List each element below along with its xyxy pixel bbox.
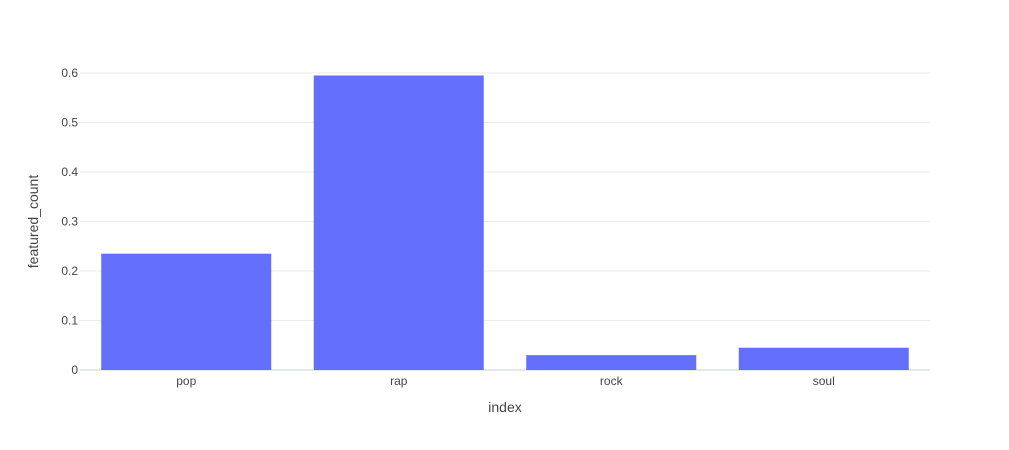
- y-tick-label: 0.3: [61, 215, 78, 229]
- y-tick-label: 0.5: [61, 116, 78, 130]
- y-tick-label: 0.1: [61, 314, 78, 328]
- x-axis-title: index: [488, 399, 521, 415]
- x-tick-label: pop: [176, 374, 196, 388]
- y-tick-label: 0: [71, 363, 78, 377]
- y-tick-labels: 0 0.1 0.2 0.3 0.4 0.5 0.6: [61, 66, 78, 377]
- x-tick-label: soul: [813, 374, 835, 388]
- bar-pop[interactable]: [101, 253, 272, 370]
- bar-rap[interactable]: [313, 75, 484, 370]
- y-tick-label: 0.4: [61, 165, 78, 179]
- bar-rock[interactable]: [526, 355, 697, 370]
- x-tick-labels: pop rap rock soul: [176, 374, 835, 388]
- y-tick-label: 0.2: [61, 264, 78, 278]
- y-axis-title: featured_count: [25, 175, 41, 269]
- x-tick-label: rock: [600, 374, 624, 388]
- y-tick-label: 0.6: [61, 66, 78, 80]
- bar-soul[interactable]: [738, 347, 909, 370]
- bar-layer: [101, 75, 909, 370]
- x-tick-label: rap: [390, 374, 408, 388]
